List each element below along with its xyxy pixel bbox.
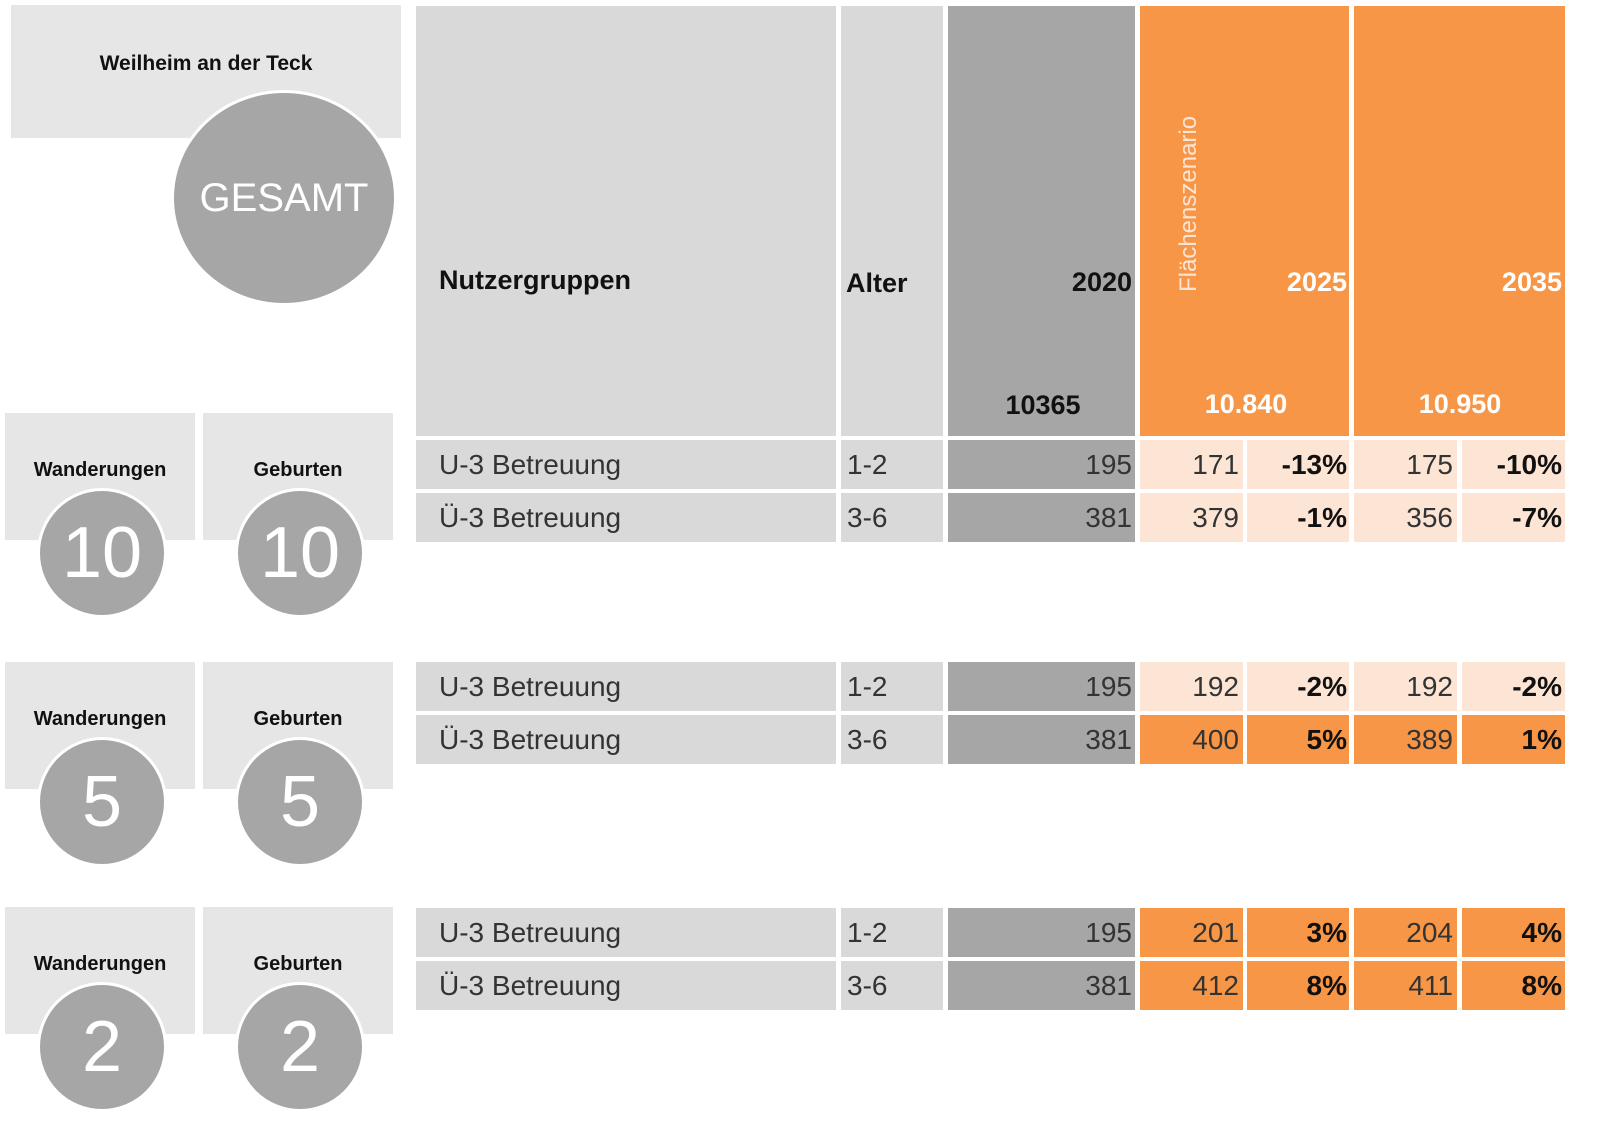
- table-cell: 3-6: [841, 961, 943, 1010]
- table-cell: 1-2: [841, 662, 943, 711]
- header-cell: [1354, 6, 1565, 436]
- table-cell: 5%: [1247, 715, 1349, 764]
- table-cell: Ü-3 Betreuung: [416, 715, 836, 764]
- table-cell: 3-6: [841, 715, 943, 764]
- header-cell: [416, 6, 836, 436]
- group-value: 10: [37, 488, 167, 618]
- table-cell: 411: [1354, 961, 1457, 1010]
- table-cell: 171: [1140, 440, 1243, 489]
- group-value: 5: [37, 737, 167, 867]
- table-cell: 195: [948, 662, 1135, 711]
- table-cell: -2%: [1462, 662, 1565, 711]
- table-cell: 412: [1140, 961, 1243, 1010]
- group-label: Wanderungen: [33, 459, 167, 481]
- badge: GESAMT: [171, 90, 397, 306]
- table-cell: -2%: [1247, 662, 1349, 711]
- table-cell: 4%: [1462, 908, 1565, 957]
- total: 10.950: [1418, 389, 1502, 419]
- table-cell: 389: [1354, 715, 1457, 764]
- column-header: Nutzergruppen: [439, 265, 631, 295]
- total: 10.840: [1204, 389, 1288, 419]
- table-cell: U-3 Betreuung: [416, 908, 836, 957]
- column-header: 2025: [1286, 267, 1347, 297]
- table-cell: 381: [948, 493, 1135, 542]
- table-cell: -10%: [1462, 440, 1565, 489]
- table-cell: 400: [1140, 715, 1243, 764]
- table-cell: 175: [1354, 440, 1457, 489]
- table-cell: 1-2: [841, 440, 943, 489]
- total: 10365: [1005, 390, 1081, 420]
- header-cell: [1140, 6, 1349, 436]
- group-value: 2: [37, 982, 167, 1112]
- table-cell: 3-6: [841, 493, 943, 542]
- table-cell: Ü-3 Betreuung: [416, 961, 836, 1010]
- table-cell: U-3 Betreuung: [416, 662, 836, 711]
- group-value: 2: [235, 982, 365, 1112]
- table-cell: 195: [948, 440, 1135, 489]
- group-label: Geburten: [253, 459, 343, 481]
- group-label: Geburten: [253, 708, 343, 730]
- table-cell: 195: [948, 908, 1135, 957]
- group-label: Geburten: [253, 953, 343, 975]
- table-cell: -7%: [1462, 493, 1565, 542]
- column-header: Alter: [846, 268, 908, 298]
- group-label: Wanderungen: [33, 708, 167, 730]
- table-cell: -13%: [1247, 440, 1349, 489]
- table-cell: 8%: [1462, 961, 1565, 1010]
- table-cell: 192: [1140, 662, 1243, 711]
- group-value: 10: [235, 488, 365, 618]
- place-title: Weilheim an der Teck: [99, 52, 313, 75]
- table-cell: 192: [1354, 662, 1457, 711]
- table-cell: 381: [948, 961, 1135, 1010]
- table-cell: 1-2: [841, 908, 943, 957]
- header-cell: [948, 6, 1135, 436]
- table-cell: 381: [948, 715, 1135, 764]
- table-cell: 8%: [1247, 961, 1349, 1010]
- table-cell: Ü-3 Betreuung: [416, 493, 836, 542]
- table-cell: 3%: [1247, 908, 1349, 957]
- table-cell: U-3 Betreuung: [416, 440, 836, 489]
- table-cell: 379: [1140, 493, 1243, 542]
- table-cell: -1%: [1247, 493, 1349, 542]
- table-cell: 1%: [1462, 715, 1565, 764]
- group-label: Wanderungen: [33, 953, 167, 975]
- table-cell: 201: [1140, 908, 1243, 957]
- table-cell: 204: [1354, 908, 1457, 957]
- group-value: 5: [235, 737, 365, 867]
- scenario-label: Flächenszenario: [1175, 115, 1202, 292]
- column-header: 2035: [1501, 267, 1562, 297]
- column-header: 2020: [1071, 267, 1132, 297]
- header-cell: [841, 6, 943, 436]
- table-cell: 356: [1354, 493, 1457, 542]
